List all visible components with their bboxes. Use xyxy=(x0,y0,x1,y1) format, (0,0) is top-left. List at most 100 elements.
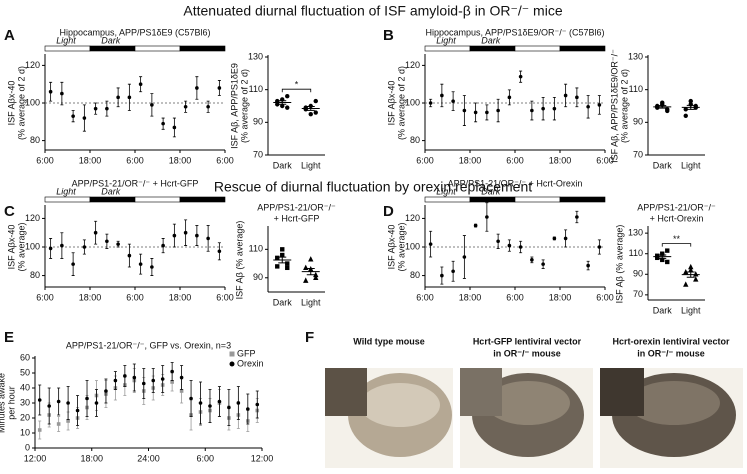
x-tick-label: Dark xyxy=(273,297,293,307)
period-label: Light xyxy=(436,186,456,196)
data-point xyxy=(308,266,314,272)
data-point xyxy=(688,263,694,270)
legend-marker xyxy=(229,351,235,357)
mean-sem xyxy=(273,256,292,264)
chart-title: APP/PS1-21/OR⁻/⁻ xyxy=(257,202,336,212)
x-tick-label: 6:00 xyxy=(126,155,144,165)
x-tick-label: Light xyxy=(681,305,701,315)
y-axis-label: (% average) xyxy=(16,222,26,271)
data-point xyxy=(552,106,557,111)
data-point xyxy=(246,407,250,411)
light-dark-bar xyxy=(514,196,561,203)
data-point xyxy=(93,106,98,111)
data-point xyxy=(530,108,534,113)
light-dark-bar xyxy=(559,196,606,203)
data-point xyxy=(303,264,309,271)
light-dark-bar xyxy=(44,196,91,203)
light-dark-bar xyxy=(134,196,181,203)
data-point xyxy=(48,89,53,94)
data-point xyxy=(161,121,165,126)
data-point xyxy=(683,269,689,275)
data-point xyxy=(597,103,602,107)
y-tick-label: 100 xyxy=(405,241,420,251)
light-dark-bar xyxy=(179,196,226,203)
significance-bracket xyxy=(661,243,692,247)
data-point xyxy=(93,230,98,235)
data-point xyxy=(688,102,693,107)
panel-letter: A xyxy=(4,27,15,44)
data-point xyxy=(198,401,203,405)
data-point xyxy=(227,405,231,410)
data-point xyxy=(236,401,241,405)
data-point xyxy=(206,104,210,109)
y-axis-label: (% average) xyxy=(396,222,406,271)
y-axis-label: ISF Aβ (% average) xyxy=(614,225,624,304)
light-dark-bar xyxy=(179,45,226,52)
legend-label: GFP xyxy=(237,348,256,358)
data-point xyxy=(151,378,156,383)
image-caption: Wild type mouse xyxy=(353,336,424,346)
y-tick-label: 20 xyxy=(20,412,30,422)
y-tick-label: 10 xyxy=(20,427,30,437)
x-tick-label: 6:00 xyxy=(506,292,524,302)
chart-title: Hippocampus, APP/PS1δE9 (C57Bl6) xyxy=(59,27,210,37)
x-tick-label: 18:00 xyxy=(459,155,482,165)
light-dark-bar xyxy=(44,45,91,52)
data-point xyxy=(683,113,688,119)
y-axis-label: ISF Aβx-40 xyxy=(6,225,16,270)
data-point xyxy=(66,401,70,405)
data-point xyxy=(303,105,308,110)
y-tick-label: 120 xyxy=(25,60,40,70)
data-point xyxy=(485,110,489,115)
data-point xyxy=(104,389,108,393)
data-point xyxy=(275,102,280,107)
data-point xyxy=(285,265,290,271)
y-axis-label: (% average of 2 d) xyxy=(16,66,26,140)
data-point xyxy=(285,261,290,266)
y-axis-label: Minutes awake xyxy=(0,373,6,433)
data-point xyxy=(462,255,467,259)
data-point xyxy=(105,239,109,244)
data-point xyxy=(665,108,670,114)
data-point xyxy=(485,215,489,219)
data-point xyxy=(66,419,70,423)
data-point xyxy=(170,380,174,384)
light-dark-bar xyxy=(89,196,136,203)
y-axis-label: (% average of 2 d) xyxy=(396,66,406,140)
panel-letter: F xyxy=(305,329,314,346)
x-tick-label: 18:00 xyxy=(549,292,572,302)
light-dark-bar xyxy=(134,45,181,52)
data-point xyxy=(255,402,260,407)
data-point xyxy=(113,378,118,383)
y-axis-label: ISF Aβ, APP/PS1δE9 xyxy=(229,63,239,149)
x-tick-label: Dark xyxy=(273,160,293,170)
light-dark-bar xyxy=(424,45,471,52)
y-axis-label: (% average of 2 d) xyxy=(619,69,629,143)
light-dark-bar xyxy=(469,45,516,52)
data-point xyxy=(285,105,290,110)
data-point xyxy=(688,98,693,104)
data-point xyxy=(195,86,199,90)
y-tick-label: 130 xyxy=(628,51,643,61)
data-point xyxy=(132,375,137,380)
chart-title: APP/PS1-21/OR⁻/⁻ + Hcrt-Orexin xyxy=(448,178,583,188)
period-label: Dark xyxy=(101,35,121,45)
x-tick-label: 12:00 xyxy=(251,453,274,463)
data-point xyxy=(462,108,467,113)
data-point xyxy=(37,398,42,402)
y-tick-label: 70 xyxy=(633,149,643,159)
data-point xyxy=(683,107,688,112)
mean-sem xyxy=(301,106,320,111)
data-point xyxy=(172,125,177,130)
data-point xyxy=(451,99,455,103)
y-tick-label: 100 xyxy=(405,97,420,107)
y-tick-label: 60 xyxy=(20,352,30,362)
data-point xyxy=(94,401,99,405)
data-point xyxy=(575,215,579,219)
data-point xyxy=(308,103,313,109)
data-point xyxy=(507,243,512,248)
legend-label: Orexin xyxy=(237,358,264,368)
y-axis-label: ISF Aβx-40 xyxy=(386,225,396,270)
data-point xyxy=(71,114,75,118)
data-point xyxy=(183,104,188,109)
